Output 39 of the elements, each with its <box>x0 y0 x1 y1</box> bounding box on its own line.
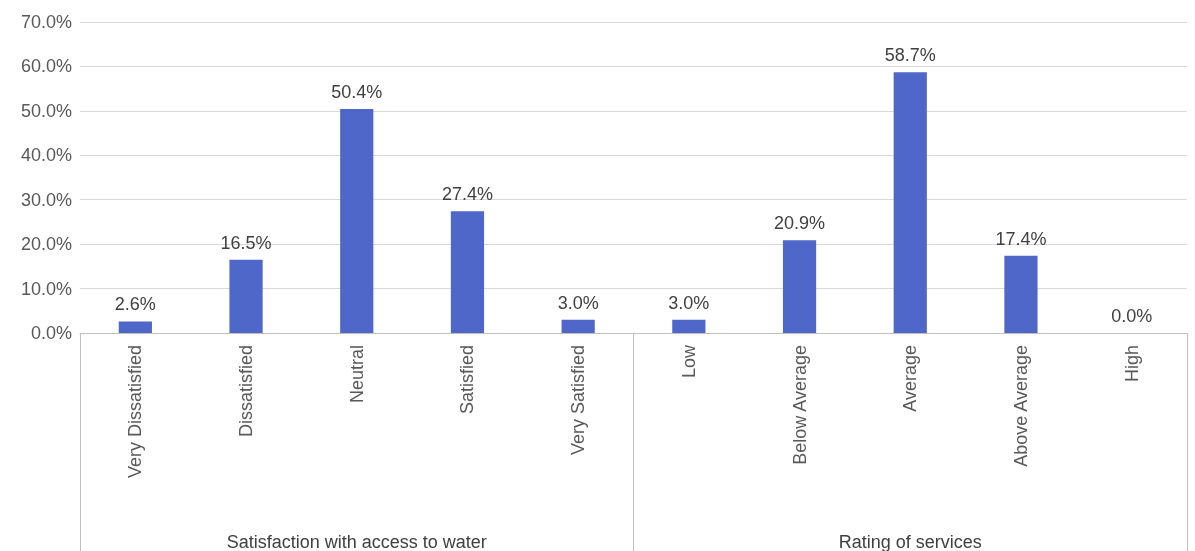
y-tick-label: 50.0% <box>20 100 72 121</box>
data-label: 27.4% <box>441 184 493 205</box>
data-label: 20.9% <box>774 213 826 234</box>
bar <box>1004 255 1038 333</box>
x-tick-label: Dissatisfied <box>236 345 257 438</box>
x-tick-label: Average <box>900 345 921 412</box>
x-tick-label: Satisfied <box>457 345 478 415</box>
text: Rating of services <box>838 532 982 551</box>
x-tick-label: Above Average <box>1010 345 1031 467</box>
bar <box>450 211 485 333</box>
data-label: 16.5% <box>220 232 272 253</box>
data-label: 3.0% <box>557 292 599 313</box>
bar <box>229 259 263 333</box>
bar <box>561 319 595 333</box>
data-label: 2.6% <box>114 294 156 315</box>
bar <box>893 72 927 333</box>
data-label: 17.4% <box>995 228 1047 249</box>
data-label: 58.7% <box>884 45 936 66</box>
x-tick-label: Neutral <box>346 345 367 404</box>
bar <box>118 321 152 333</box>
y-tick-label: 20.0% <box>20 234 72 255</box>
bar <box>782 240 817 333</box>
y-tick-label: 70.0% <box>20 12 72 32</box>
x-tick-label: Low <box>678 344 699 379</box>
y-tick-label: 60.0% <box>20 56 72 77</box>
x-tick-label: Below Average <box>789 345 810 465</box>
text: Satisfaction with access to water <box>226 532 487 551</box>
data-label: 0.0% <box>1111 306 1153 326</box>
y-tick-label: 40.0% <box>20 145 72 166</box>
bar <box>672 319 706 333</box>
data-label: 50.4% <box>331 82 383 103</box>
x-tick-label: Very Satisfied <box>568 345 589 456</box>
x-tick-label: High <box>1121 345 1142 383</box>
data-label: 3.0% <box>668 292 710 313</box>
y-tick-label: 30.0% <box>20 189 72 210</box>
x-tick-label: Very Dissatisfied <box>125 345 146 479</box>
y-tick-label: 10.0% <box>20 278 72 299</box>
bar <box>340 109 374 333</box>
y-tick-label: 0.0% <box>30 323 72 343</box>
